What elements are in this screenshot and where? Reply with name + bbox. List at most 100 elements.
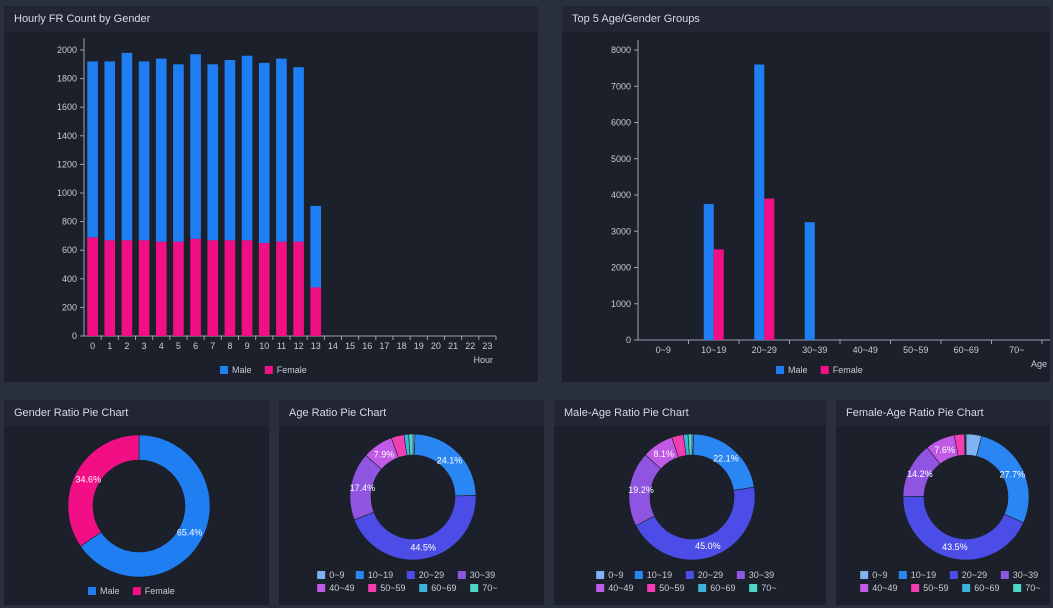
age-pie-legend-swatch — [368, 584, 377, 592]
female-bar — [258, 243, 270, 336]
female-age-pie-legend-label: 70~ — [1025, 583, 1040, 593]
top5-legend-swatch — [820, 366, 829, 374]
male-bar — [138, 61, 150, 241]
x-tick-label: 60~69 — [954, 345, 979, 355]
y-tick-label: 7000 — [611, 81, 631, 91]
top5-panel-title: Top 5 Age/Gender Groups — [562, 6, 1050, 32]
x-tick-label: 22 — [465, 341, 475, 351]
male-bar — [104, 61, 116, 241]
slice-label: 7.6% — [934, 445, 955, 455]
male-age-pie-title: Male-Age Ratio Pie Chart — [554, 400, 826, 426]
age-pie-legend-swatch — [317, 584, 326, 592]
top5-chart: 0 1000 2000 3000 4000 5000 6000 7000 8000 0~9 10~1… — [611, 40, 1050, 375]
male-bar — [276, 58, 287, 242]
male-age-pie-legend-swatch — [634, 571, 643, 579]
female-bar — [87, 237, 98, 336]
x-tick-label: 15 — [345, 341, 355, 351]
female-age-pie-legend-label: 10~19 — [911, 570, 936, 580]
y-tick-label: 4000 — [611, 190, 631, 200]
slice-label: 65.4% — [177, 528, 203, 538]
x-tick-label: 8 — [227, 341, 232, 351]
y-tick-label: 800 — [62, 217, 77, 227]
age-pie-legend-label: 10~19 — [368, 570, 393, 580]
hourly-legend-swatch — [220, 366, 228, 374]
x-tick-label: 20~29 — [752, 345, 777, 355]
male-age-pie-legend-swatch — [647, 584, 656, 592]
male-bar — [310, 205, 322, 288]
gender-pie-title: Gender Ratio Pie Chart — [4, 400, 269, 426]
male-age-pie-chart: 22.1% 45.0% 19.2% 8.1% 0~9 10~19 20~29 30~39 40~… — [596, 433, 776, 593]
age-pie-legend-label: 70~ — [482, 583, 497, 593]
female-bar — [224, 240, 236, 336]
age-pie-legend-label: 60~69 — [431, 583, 456, 593]
female-age-pie-chart: 27.7% 43.5% 14.2% 7.6% 0~9 10~19 20~29 30~39 40~… — [860, 433, 1040, 593]
top5-legend-swatch — [776, 366, 784, 374]
female-bar — [207, 240, 219, 336]
male-age-pie-legend-swatch — [736, 571, 745, 579]
x-tick-label: 6 — [193, 341, 198, 351]
male-age-pie-legend-label: 60~69 — [710, 583, 735, 593]
x-tick-label: 11 — [277, 341, 286, 351]
slice-label: 7.9% — [374, 450, 395, 460]
x-tick-label: 17 — [379, 341, 389, 351]
age-pie-legend-label: 30~39 — [470, 570, 495, 580]
male-bar — [224, 60, 236, 241]
female-bar — [190, 238, 201, 336]
y-tick-label: 1000 — [611, 299, 631, 309]
male-bar — [703, 204, 714, 340]
age-pie-legend-label: 20~29 — [419, 570, 444, 580]
x-tick-label: 19 — [414, 341, 424, 351]
age-pie-panel: Age Ratio Pie Chart 24.1% 44.5% 17.4% 7.9% 0… — [279, 400, 544, 605]
female-age-pie-legend-swatch — [911, 584, 920, 592]
slice-label: 19.2% — [628, 485, 654, 495]
x-tick-label: 10~19 — [701, 345, 726, 355]
age-pie-chart: 24.1% 44.5% 17.4% 7.9% 0~9 10~19 20~29 30~39 40~… — [317, 433, 497, 593]
y-tick-label: 0 — [72, 331, 77, 341]
y-tick-label: 1200 — [57, 159, 77, 169]
x-tick-label: 0 — [90, 341, 95, 351]
female-bar — [276, 241, 287, 336]
y-tick-label: 8000 — [611, 45, 631, 55]
top5-panel: Top 5 Age/Gender Groups 0 1000 2000 3000 400… — [562, 6, 1050, 382]
gender-pie-legend-swatch — [88, 587, 96, 595]
female-bar — [293, 241, 304, 336]
slice-label: 44.5% — [410, 542, 436, 552]
female-age-pie-legend-swatch — [962, 584, 971, 592]
age-pie-legend-swatch — [419, 584, 428, 592]
pie-slice — [687, 433, 693, 456]
female-age-pie-legend-swatch — [860, 571, 869, 579]
female-bar — [713, 249, 724, 340]
hourly-legend-swatch — [264, 366, 273, 374]
x-tick-label: 70~ — [1009, 345, 1024, 355]
male-age-pie-legend-label: 30~39 — [749, 570, 774, 580]
slice-label: 43.5% — [942, 542, 968, 552]
x-tick-label: 13 — [311, 341, 321, 351]
female-bar — [764, 198, 775, 340]
male-bar — [258, 62, 270, 244]
female-bar — [138, 240, 150, 336]
y-tick-label: 3000 — [611, 226, 631, 236]
male-age-pie-legend-label: 40~49 — [608, 583, 633, 593]
slice-label: 27.7% — [1000, 470, 1026, 480]
pie-slice — [635, 486, 756, 561]
pie-slice — [902, 495, 1024, 561]
male-bar — [241, 55, 253, 241]
age-pie-legend-swatch — [406, 571, 415, 579]
slice-label: 14.2% — [907, 469, 933, 479]
age-pie-legend-swatch — [317, 571, 326, 579]
slice-label: 45.0% — [695, 541, 721, 551]
hourly-panel: Hourly FR Count by Gender 0 200 400 600 800 1… — [4, 6, 538, 382]
top5-legend-label: Female — [833, 365, 863, 375]
female-bar — [173, 241, 184, 336]
female-age-pie-legend-swatch — [949, 571, 958, 579]
male-bar — [173, 64, 184, 242]
age-pie-title: Age Ratio Pie Chart — [279, 400, 544, 426]
male-age-pie-legend-swatch — [596, 571, 605, 579]
gender-pie-legend-label: Male — [100, 586, 120, 596]
y-tick-label: 1400 — [57, 131, 77, 141]
pie-slice — [80, 434, 211, 578]
age-pie-legend-swatch — [457, 571, 466, 579]
x-tick-label: 10 — [259, 341, 269, 351]
y-tick-label: 6000 — [611, 118, 631, 128]
x-tick-label: 23 — [482, 341, 492, 351]
